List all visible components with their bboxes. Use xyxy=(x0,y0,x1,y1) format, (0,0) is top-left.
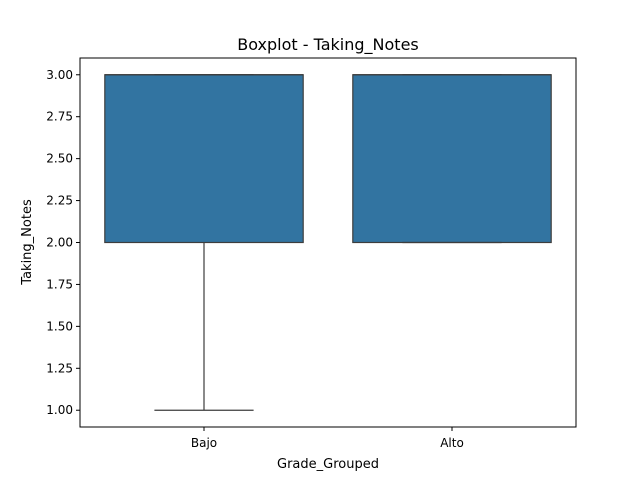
y-tick-label: 1.25 xyxy=(46,361,73,375)
x-axis: Bajo Alto xyxy=(191,427,464,450)
y-tick-label: 2.25 xyxy=(46,194,73,208)
y-tick-label: 1.75 xyxy=(46,277,73,291)
y-tick-label: 2.00 xyxy=(46,236,73,250)
y-tick-label: 1.50 xyxy=(46,319,73,333)
y-axis: 1.00 1.25 1.50 1.75 2.00 2.25 2.50 2.75 3.00 xyxy=(46,68,80,417)
y-axis-label: Taking_Notes xyxy=(20,199,35,286)
box-body xyxy=(104,74,304,244)
boxes-layer xyxy=(104,74,552,411)
chart-title: Boxplot - Taking_Notes xyxy=(237,35,419,55)
y-tick-label: 2.75 xyxy=(46,110,73,124)
x-tick-label-alto: Alto xyxy=(440,436,464,450)
x-axis-label: Grade_Grouped xyxy=(277,457,379,472)
y-tick-label: 2.50 xyxy=(46,152,73,166)
box-group-alto xyxy=(352,74,552,244)
y-tick-label: 3.00 xyxy=(46,68,73,82)
x-tick-label-bajo: Bajo xyxy=(191,436,217,450)
y-tick-label: 1.00 xyxy=(46,403,73,417)
box-body xyxy=(352,74,552,244)
box-group-bajo xyxy=(104,74,304,411)
